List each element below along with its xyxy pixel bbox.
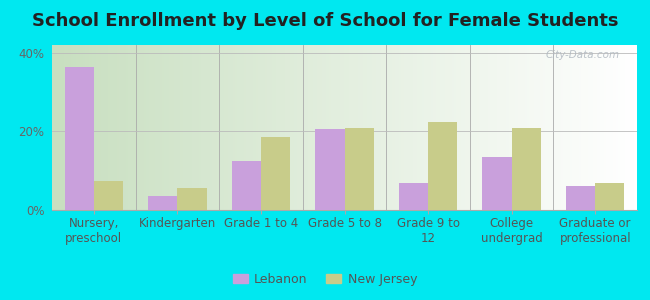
Bar bbox=[64, 67, 94, 210]
Bar bbox=[482, 157, 512, 210]
Bar bbox=[231, 161, 261, 210]
Bar bbox=[428, 122, 458, 210]
Bar bbox=[148, 196, 177, 210]
Bar bbox=[399, 182, 428, 210]
Text: City-Data.com: City-Data.com bbox=[545, 50, 619, 60]
Legend: Lebanon, New Jersey: Lebanon, New Jersey bbox=[228, 268, 422, 291]
Bar bbox=[566, 186, 595, 210]
Bar bbox=[344, 128, 374, 210]
Bar bbox=[94, 181, 123, 210]
Bar bbox=[177, 188, 207, 210]
Bar bbox=[261, 137, 290, 210]
Text: School Enrollment by Level of School for Female Students: School Enrollment by Level of School for… bbox=[32, 12, 618, 30]
Bar bbox=[595, 182, 625, 210]
Bar bbox=[315, 130, 344, 210]
Bar bbox=[512, 128, 541, 210]
